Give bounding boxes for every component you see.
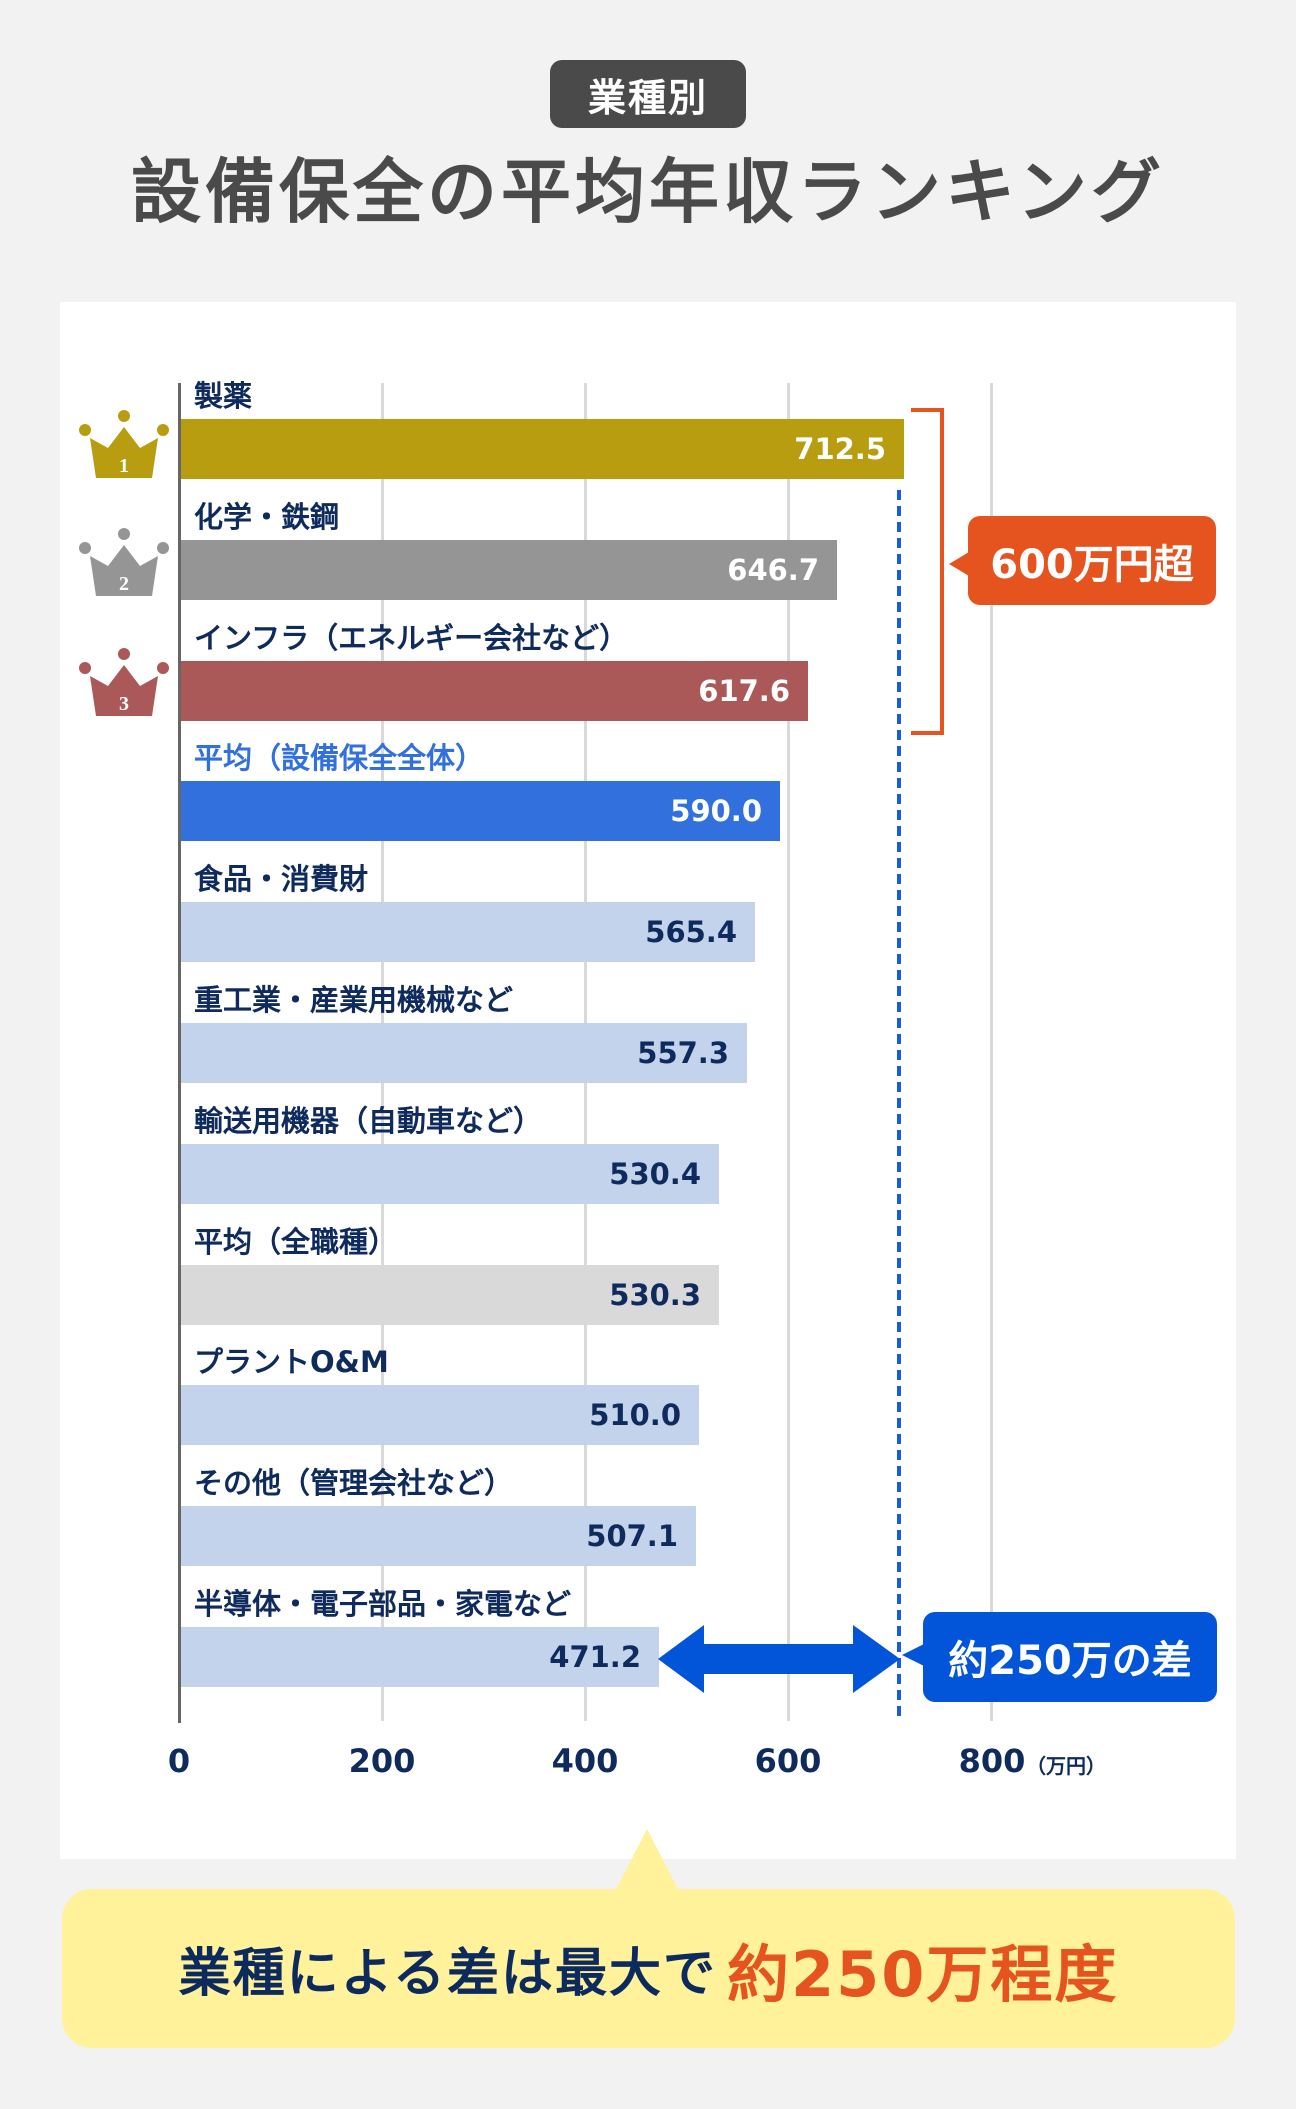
bar-value: 565.4 bbox=[645, 915, 737, 949]
svg-text:1: 1 bbox=[119, 455, 129, 477]
x-tick-400: 400 bbox=[551, 1742, 619, 1780]
bar-value: 510.0 bbox=[589, 1398, 681, 1432]
bar-value: 557.3 bbox=[637, 1036, 729, 1070]
bar-label: 平均（全職種） bbox=[194, 1225, 398, 1259]
bar-value: 590.0 bbox=[670, 794, 762, 828]
bar: 646.7 bbox=[181, 540, 837, 600]
bar-label: 輸送用機器（自動車など） bbox=[194, 1104, 543, 1138]
page-title: 設備保全の平均年収ランキング bbox=[131, 151, 1165, 233]
svg-text:2: 2 bbox=[119, 573, 129, 595]
top3-bracket bbox=[911, 408, 969, 735]
bar: 590.0 bbox=[181, 781, 780, 841]
bar: 565.4 bbox=[181, 902, 755, 962]
bar-value: 507.1 bbox=[586, 1519, 678, 1553]
summary-highlight-text: 約250万程度 bbox=[727, 1937, 1119, 2011]
bar-value: 617.6 bbox=[698, 674, 790, 708]
y-axis-line bbox=[178, 383, 181, 1723]
bar-label: 平均（設備保全全体） bbox=[194, 741, 485, 775]
bar: 617.6 bbox=[181, 661, 808, 721]
summary-lead-text: 業種による差は最大で bbox=[178, 1944, 718, 2004]
bar-label: プラントO&M bbox=[194, 1345, 389, 1379]
gridline-600 bbox=[787, 383, 790, 1721]
bar-label: 重工業・産業用機械など bbox=[194, 983, 514, 1017]
bar-label: 化学・鉄鋼 bbox=[194, 500, 340, 534]
bar: 510.0 bbox=[181, 1385, 699, 1445]
gap-callout: 約250万の差 bbox=[923, 1612, 1217, 1702]
crown-rank-3-icon: 3 bbox=[79, 648, 169, 716]
x-tick-200: 200 bbox=[348, 1742, 416, 1780]
gap-callout-pointer bbox=[902, 1644, 924, 1666]
max-reference-line bbox=[897, 490, 901, 1720]
summary-callout: 業種による差は最大で 約250万程度 bbox=[62, 1889, 1235, 2048]
double-arrow-icon bbox=[658, 1625, 900, 1693]
category-tag: 業種別 bbox=[550, 60, 746, 128]
bar-label: 食品・消費財 bbox=[194, 862, 369, 896]
crown-rank-2-icon: 2 bbox=[79, 528, 169, 596]
bar: 530.4 bbox=[181, 1144, 719, 1204]
bar-label: 半導体・電子部品・家電など bbox=[194, 1587, 572, 1621]
summary-pointer bbox=[614, 1829, 680, 1893]
bar: 557.3 bbox=[181, 1023, 747, 1083]
gridline-800 bbox=[990, 383, 993, 1721]
x-tick-0: 0 bbox=[167, 1742, 191, 1780]
bar-label: インフラ（エネルギー会社など） bbox=[194, 621, 629, 655]
crown-rank-1-icon: 1 bbox=[79, 410, 169, 478]
svg-text:3: 3 bbox=[119, 693, 129, 715]
x-axis-unit: （万円） bbox=[1026, 1754, 1106, 1778]
bar: 530.3 bbox=[181, 1265, 719, 1325]
bar: 507.1 bbox=[181, 1506, 696, 1566]
x-tick-600: 600 bbox=[754, 1742, 822, 1780]
bar: 712.5 bbox=[181, 419, 904, 479]
bar: 471.2 bbox=[181, 1627, 659, 1687]
over-600-callout: 600万円超 bbox=[968, 516, 1216, 605]
bar-value: 646.7 bbox=[727, 553, 819, 587]
bar-value: 471.2 bbox=[549, 1640, 641, 1674]
bar-value: 530.4 bbox=[609, 1157, 701, 1191]
bar-label: 製薬 bbox=[194, 379, 253, 413]
bar-value: 712.5 bbox=[794, 432, 886, 466]
bar-value: 530.3 bbox=[609, 1278, 701, 1312]
bar-label: その他（管理会社など） bbox=[194, 1466, 514, 1500]
x-tick-800: 800 bbox=[958, 1742, 1026, 1780]
